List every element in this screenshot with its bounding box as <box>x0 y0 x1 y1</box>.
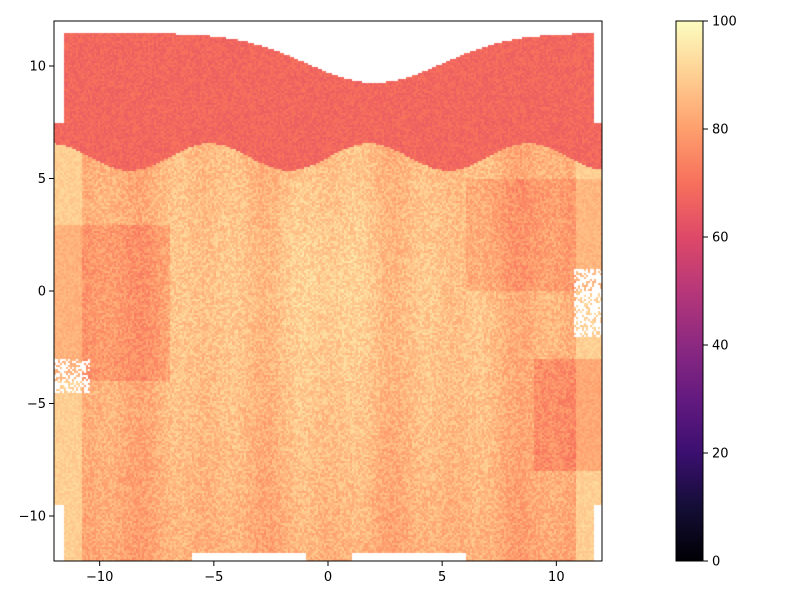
colorbar-tick-label: 100 <box>712 15 737 30</box>
y-tick-label: 10 <box>29 60 46 75</box>
x-tick-label: −10 <box>86 570 113 585</box>
colorbar-ticks: 0 20 40 60 80 100 <box>703 15 737 570</box>
colorbar-tick-label: 80 <box>712 123 729 138</box>
x-tick-label: 5 <box>438 570 446 585</box>
x-tick-label: −5 <box>204 570 223 585</box>
colorbar-tick-label: 0 <box>712 555 720 570</box>
y-tick-label: 0 <box>38 285 46 300</box>
y-axis-ticks: −10 −5 0 5 10 <box>19 60 54 525</box>
colorbar-tick-label: 40 <box>712 339 729 354</box>
x-tick-label: 0 <box>324 570 332 585</box>
heatmap-area <box>54 21 602 561</box>
colorbar-tick-label: 60 <box>712 231 729 246</box>
y-tick-label: −5 <box>27 397 46 412</box>
colorbar <box>675 20 704 562</box>
heatmap-canvas <box>54 21 602 561</box>
x-tick-label: 10 <box>548 570 565 585</box>
colorbar-tick-label: 20 <box>712 447 729 462</box>
y-tick-label: −10 <box>19 510 46 525</box>
x-axis-ticks: −10 −5 0 5 10 <box>86 561 565 585</box>
y-tick-label: 5 <box>38 172 46 187</box>
